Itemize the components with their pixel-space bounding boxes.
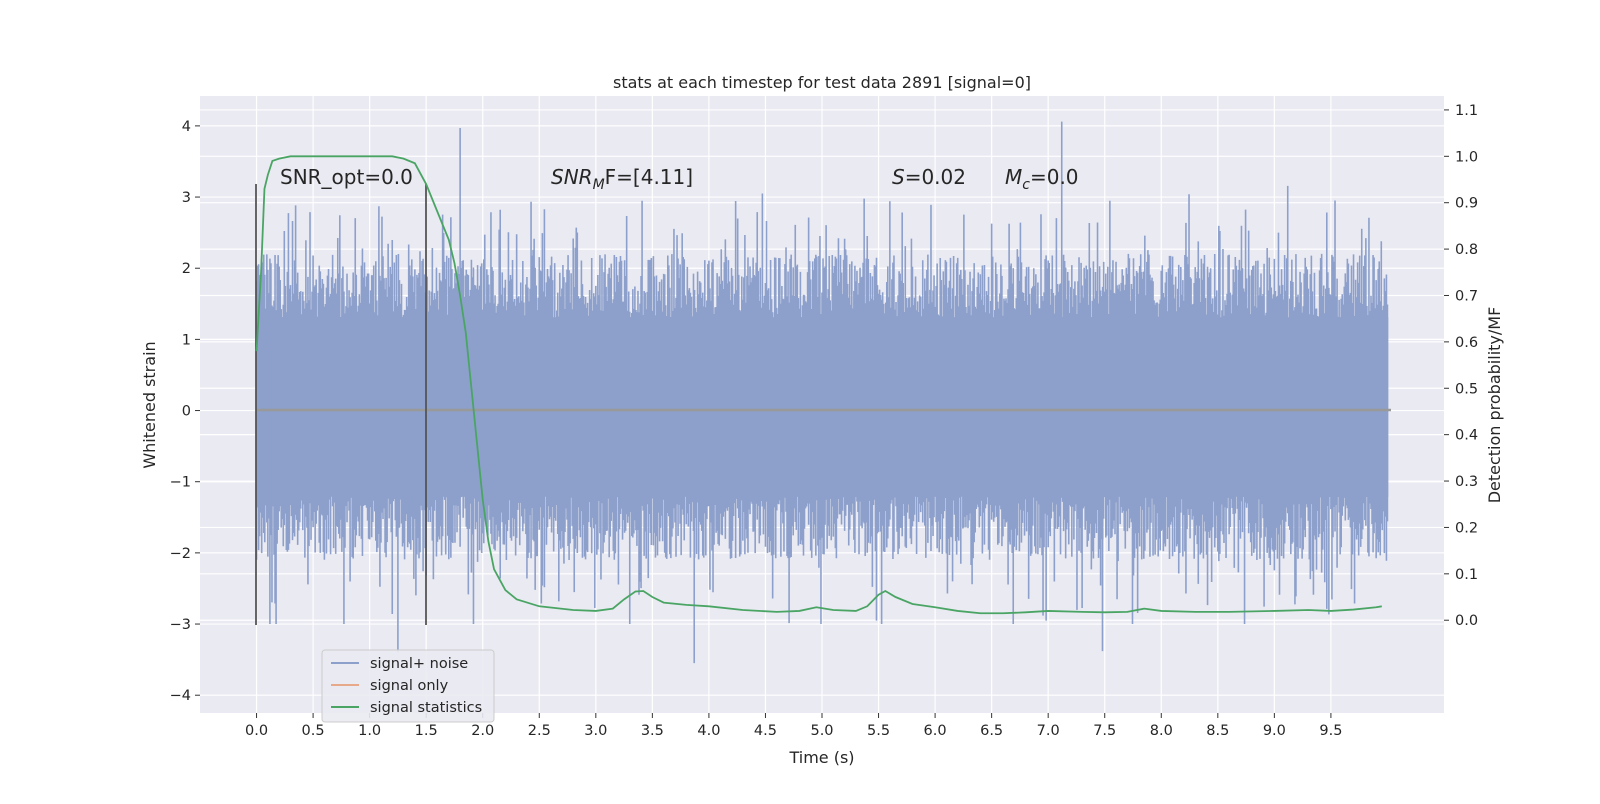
snr-mf-prefix: SNR bbox=[551, 165, 593, 189]
annotation-snr-mf: SNRMF=[4.11] bbox=[551, 165, 693, 193]
legend-label-signal-only: signal only bbox=[370, 678, 449, 694]
x-tick-label: 1.0 bbox=[358, 723, 381, 739]
x-tick-label: 5.5 bbox=[867, 723, 890, 739]
left-axis-ticks: −4 −3 −2 −1 0 1 2 3 4 bbox=[170, 119, 200, 704]
y-right-tick-label: 0.3 bbox=[1455, 474, 1478, 490]
annotation-s: S=0.02 bbox=[892, 165, 966, 189]
legend: signal+ noise signal only signal statist… bbox=[321, 649, 495, 723]
signal-noise-series bbox=[255, 121, 1389, 664]
mc-value: =0.0 bbox=[1030, 165, 1079, 189]
x-tick-label: 9.5 bbox=[1319, 723, 1342, 739]
x-tick-label: 4.0 bbox=[697, 723, 720, 739]
x-tick-label: 0.5 bbox=[302, 723, 325, 739]
y-right-tick-label: 0.9 bbox=[1455, 196, 1478, 212]
x-tick-label: 5.0 bbox=[810, 723, 833, 739]
y-tick-label: −3 bbox=[170, 617, 191, 633]
y-right-tick-label: 0.4 bbox=[1455, 428, 1478, 444]
y-right-tick-label: 1.1 bbox=[1455, 103, 1478, 119]
mc-symbol: M bbox=[1005, 165, 1022, 189]
x-tick-label: 6.0 bbox=[924, 723, 947, 739]
y-right-tick-label: 0.0 bbox=[1455, 613, 1478, 629]
legend-label-signal-noise: signal+ noise bbox=[370, 656, 468, 672]
y-axis-label-right: Detection probability/MF bbox=[1485, 307, 1504, 504]
y-tick-label: 1 bbox=[182, 332, 191, 348]
x-tick-label: 7.0 bbox=[1037, 723, 1060, 739]
x-tick-label: 8.0 bbox=[1150, 723, 1173, 739]
y-tick-label: 3 bbox=[182, 190, 191, 206]
legend-box bbox=[321, 649, 495, 723]
mc-subscript: c bbox=[1022, 177, 1030, 193]
x-tick-label: 4.5 bbox=[754, 723, 777, 739]
signal-noise-band bbox=[255, 317, 1389, 497]
y-right-tick-label: 0.2 bbox=[1455, 520, 1478, 536]
annotation-snr-opt: SNR_opt=0.0 bbox=[280, 165, 413, 189]
y-right-tick-label: 0.1 bbox=[1455, 567, 1478, 583]
y-tick-label: −1 bbox=[170, 475, 191, 491]
x-tick-label: 1.5 bbox=[415, 723, 438, 739]
x-axis-label: Time (s) bbox=[788, 748, 854, 767]
x-tick-label: 3.5 bbox=[641, 723, 664, 739]
x-tick-label: 9.0 bbox=[1263, 723, 1286, 739]
y-right-tick-label: 0.6 bbox=[1455, 335, 1478, 351]
y-tick-label: 4 bbox=[182, 119, 191, 135]
snr-mf-subscript: M bbox=[593, 177, 605, 193]
y-tick-label: 0 bbox=[182, 404, 191, 420]
y-right-tick-label: 1.0 bbox=[1455, 149, 1478, 165]
y-right-tick-label: 0.8 bbox=[1455, 242, 1478, 258]
y-right-tick-label: 0.5 bbox=[1455, 381, 1478, 397]
y-tick-label: −2 bbox=[170, 546, 191, 562]
x-tick-label: 0.0 bbox=[245, 723, 268, 739]
x-tick-label: 3.0 bbox=[584, 723, 607, 739]
x-tick-label: 2.5 bbox=[528, 723, 551, 739]
y-tick-label: −4 bbox=[170, 688, 191, 704]
x-tick-label: 7.5 bbox=[1093, 723, 1116, 739]
y-tick-label: 2 bbox=[182, 261, 191, 277]
y-right-tick-label: 0.7 bbox=[1455, 288, 1478, 304]
x-tick-label: 8.5 bbox=[1206, 723, 1229, 739]
right-axis-ticks: 0.0 0.1 0.2 0.3 0.4 0.5 0.6 0.7 0.8 0.9 1.0 1.1 bbox=[1444, 103, 1478, 629]
s-symbol: S bbox=[892, 165, 905, 189]
legend-label-signal-statistics: signal statistics bbox=[370, 700, 482, 716]
annotation-mc: Mc=0.0 bbox=[1005, 165, 1079, 193]
y-axis-label-left: Whitened strain bbox=[140, 341, 159, 468]
snr-mf-suffix: F=[4.11] bbox=[605, 165, 693, 189]
s-value: =0.02 bbox=[905, 165, 966, 189]
x-tick-label: 2.0 bbox=[471, 723, 494, 739]
signal-statistics-line bbox=[255, 155, 1382, 615]
chart-title: stats at each timestep for test data 289… bbox=[613, 73, 1031, 92]
x-axis-ticks: 0.0 0.5 1.0 1.5 2.0 2.5 3.0 3.5 4.0 4.5 5.0 5.5 6.0 6… bbox=[245, 713, 1342, 739]
x-tick-label: 6.5 bbox=[980, 723, 1003, 739]
